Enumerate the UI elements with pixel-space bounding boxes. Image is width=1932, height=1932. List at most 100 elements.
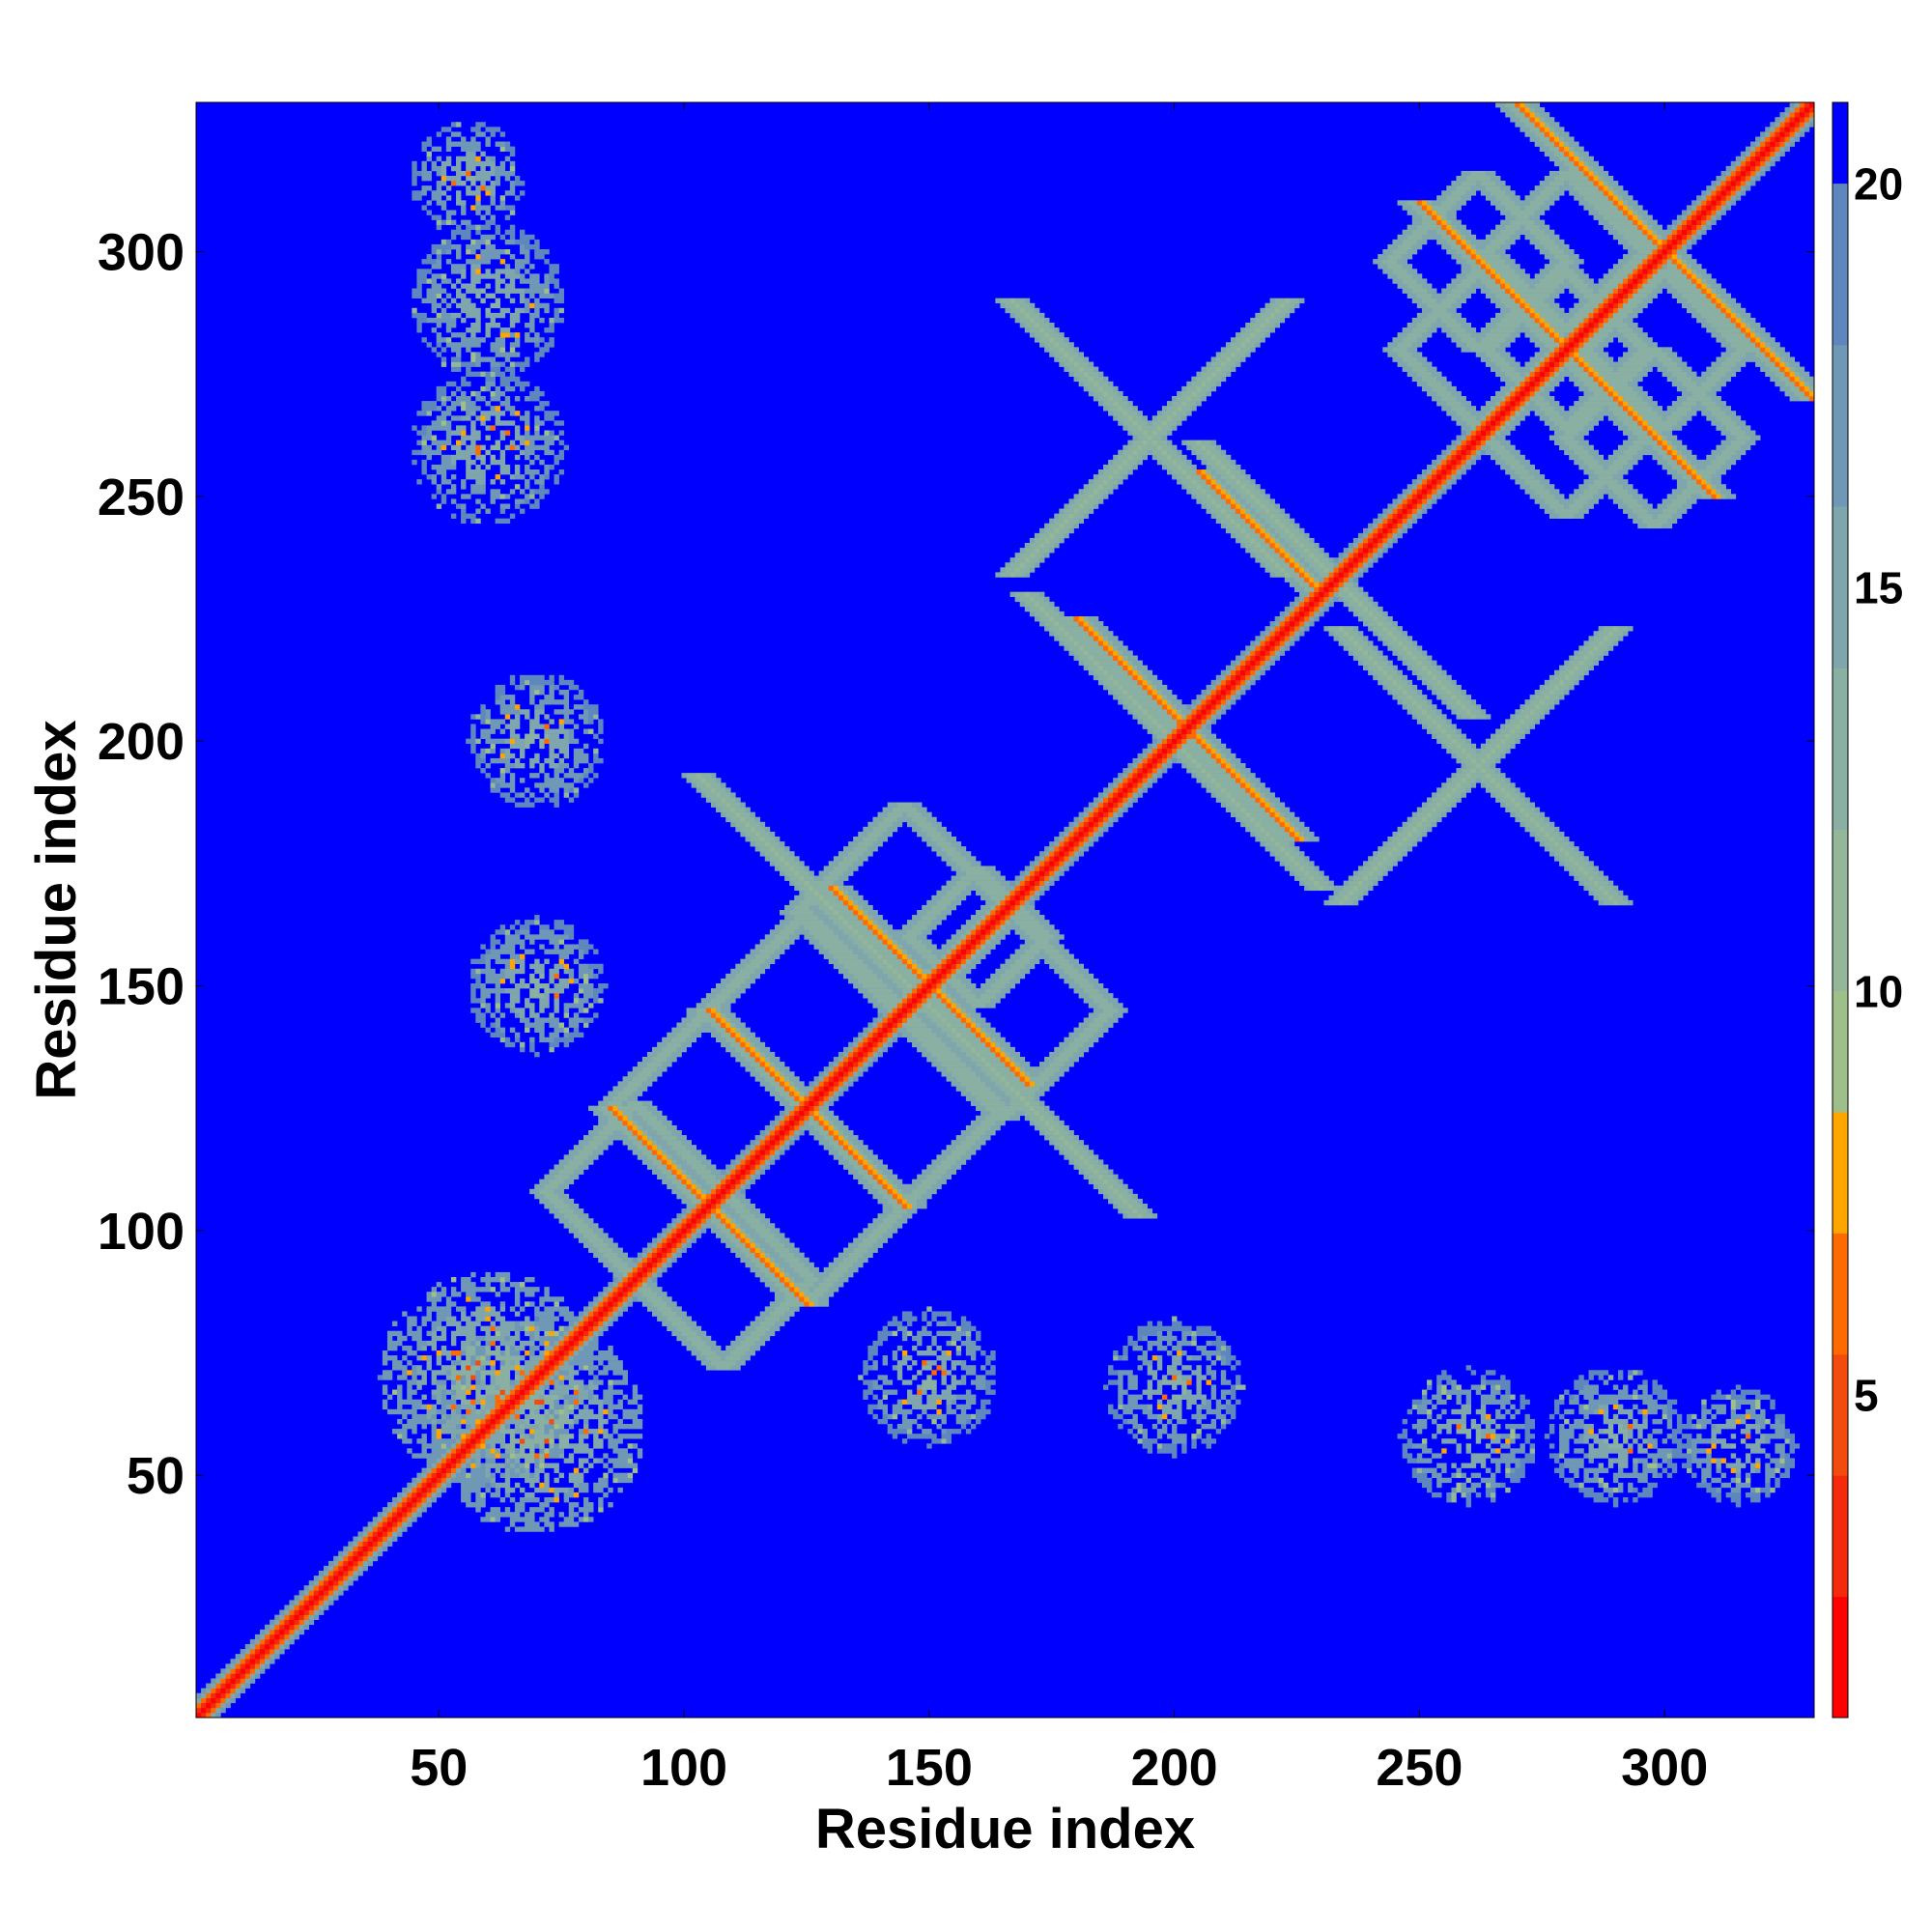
heatmap-cell-run — [1103, 1384, 1109, 1390]
heatmap-cell-run — [421, 1404, 427, 1410]
heatmap-cell-run — [265, 1663, 270, 1669]
heatmap-cell-run — [445, 1443, 452, 1449]
heatmap-cell-run — [960, 934, 967, 940]
heatmap-cell-run — [823, 1076, 830, 1082]
heatmap-cell-run — [951, 1027, 957, 1033]
heatmap-cell-run — [745, 1041, 751, 1048]
heatmap-cell-run — [632, 1066, 643, 1072]
heatmap-cell-run — [249, 1659, 256, 1664]
heatmap-cell-run — [1009, 1057, 1015, 1063]
heatmap-cell-run — [421, 1321, 427, 1326]
heatmap-cell-run — [784, 1105, 795, 1112]
heatmap-cell-run — [1456, 1429, 1471, 1435]
heatmap-cell-run — [1495, 1408, 1501, 1415]
heatmap-cell-run — [1755, 1418, 1766, 1425]
heatmap-cell-run — [901, 953, 908, 959]
heatmap-cell-run — [764, 934, 776, 940]
heatmap-cell-run — [1024, 1095, 1036, 1101]
heatmap-cell-run — [1210, 1375, 1217, 1380]
heatmap-cell-run — [386, 1541, 393, 1547]
heatmap-cell-run — [696, 1154, 707, 1160]
heatmap-cell-run — [402, 1434, 408, 1439]
heatmap-cell-run — [970, 915, 981, 921]
heatmap-cell-run — [578, 944, 594, 950]
heatmap-cell-run — [960, 1360, 967, 1366]
heatmap-cell-run — [936, 1408, 942, 1415]
heatmap-cell-run — [1343, 880, 1350, 886]
heatmap-cell-run — [789, 1282, 795, 1288]
heatmap-cell-run — [480, 998, 486, 1004]
heatmap-cell-run — [582, 1306, 589, 1312]
heatmap-cell-run — [578, 988, 584, 994]
heatmap-cell-run — [1789, 1438, 1795, 1444]
heatmap-cell-run — [509, 1360, 516, 1366]
heatmap-cell-run — [274, 1624, 280, 1631]
heatmap-cell-run — [1328, 899, 1339, 906]
heatmap-cell-run — [662, 1150, 668, 1155]
heatmap-cell-run — [917, 963, 923, 970]
heatmap-cell-run — [421, 1424, 427, 1430]
heatmap-cell-run — [495, 1003, 500, 1009]
heatmap-cell-run — [1073, 1164, 1079, 1170]
heatmap-cell-run — [313, 1609, 320, 1615]
heatmap-cell-run — [499, 1287, 511, 1293]
heatmap-cell-run — [480, 1365, 486, 1371]
heatmap-cell-run — [450, 1379, 457, 1385]
heatmap-cell-run — [985, 1379, 996, 1385]
heatmap-cell-run — [922, 1365, 932, 1371]
heatmap-cell-run — [470, 1360, 476, 1366]
heatmap-cell-run — [466, 1296, 471, 1302]
heatmap-cell-run — [593, 1316, 599, 1321]
heatmap-cell-run — [863, 1174, 873, 1179]
heatmap-cell-run — [946, 963, 952, 970]
heatmap-cell-run — [426, 1487, 432, 1493]
heatmap-cell-run — [1127, 1198, 1138, 1205]
heatmap-cell-run — [789, 1120, 795, 1126]
heatmap-cell-run — [1520, 1394, 1525, 1400]
heatmap-cell-run — [357, 1531, 363, 1537]
heatmap-cell-run — [681, 1223, 687, 1229]
heatmap-cell-run — [725, 1027, 731, 1033]
heatmap-cell-run — [480, 1277, 500, 1283]
heatmap-cell-run — [833, 920, 844, 925]
heatmap-cell-run — [652, 1277, 658, 1283]
heatmap-cell-run — [1000, 899, 1006, 906]
heatmap-cell-run — [1220, 1424, 1227, 1430]
heatmap-cell-run — [456, 1408, 462, 1415]
heatmap-cell-run — [608, 1282, 613, 1288]
heatmap-cell-run — [598, 1408, 604, 1415]
heatmap-cell-run — [348, 1546, 354, 1552]
heatmap-cell-run — [784, 1292, 795, 1297]
heatmap-cell-run — [750, 1321, 761, 1326]
heatmap-cell-run — [603, 1394, 613, 1400]
heatmap-cell-run — [1352, 899, 1359, 906]
heatmap-cell-run — [1088, 1159, 1099, 1165]
heatmap-cell-run — [593, 1487, 604, 1493]
heatmap-cell-run — [622, 1100, 628, 1106]
heatmap-cell-run — [1789, 1448, 1795, 1454]
heatmap-cell-run — [730, 1041, 741, 1048]
heatmap-cell-run — [582, 1017, 594, 1023]
heatmap-cell-run — [1059, 1041, 1069, 1048]
heatmap-cell-run — [265, 1638, 270, 1645]
heatmap-cell-run — [716, 1204, 722, 1209]
heatmap-cell-run — [843, 895, 849, 901]
heatmap-cell-run — [1416, 1404, 1428, 1410]
heatmap-cell-run — [941, 1027, 952, 1033]
heatmap-cell-run — [485, 949, 491, 954]
heatmap-cell-run — [1343, 899, 1354, 906]
heatmap-cell-run — [466, 1335, 476, 1342]
heatmap-cell-run — [1357, 885, 1369, 892]
heatmap-cell-run — [525, 1370, 530, 1376]
heatmap-cell-run — [646, 1154, 658, 1160]
heatmap-cell-run — [657, 1233, 663, 1238]
heatmap-cell-run — [440, 1472, 447, 1479]
heatmap-cell-run — [853, 1076, 859, 1082]
heatmap-cell-run — [863, 949, 873, 954]
heatmap-cell-run — [357, 1550, 363, 1557]
heatmap-cell-run — [970, 1066, 981, 1072]
heatmap-cell-run — [833, 953, 859, 959]
heatmap-cell-run — [853, 973, 878, 980]
heatmap-cell-run — [976, 1062, 986, 1067]
heatmap-cell-run — [1073, 978, 1090, 984]
